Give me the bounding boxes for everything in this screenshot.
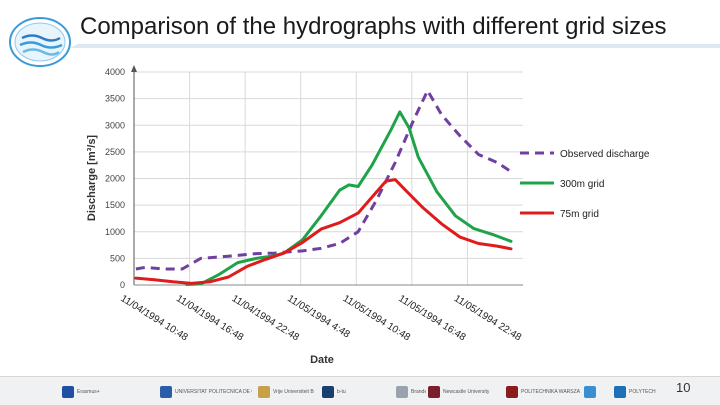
series-line-2	[185, 110, 513, 286]
y-tick-label: 500	[110, 253, 125, 263]
grid-lines	[133, 71, 523, 286]
y-tick-label: 1500	[105, 200, 125, 210]
slide-title: Comparison of the hydrographs with diffe…	[80, 13, 667, 40]
partner-name: POLYTECH	[629, 389, 656, 395]
partner-logo: Erasmus+	[62, 385, 152, 399]
y-axis-arrow	[131, 65, 137, 72]
partner-footer	[0, 376, 720, 405]
partner-logo: POLITECHNIKA WARSZAWSKA	[506, 385, 580, 399]
partner-logo: Newcastle University	[428, 385, 502, 399]
partner-name: UNIVERSITAT POLITÈCNICA DE CATALUNYA	[175, 389, 252, 395]
y-tick-label: 2500	[105, 147, 125, 157]
y-axis-label: Discharge [m³/s]	[86, 135, 98, 222]
partner-emblem-icon	[584, 386, 596, 398]
y-tick-label: 4000	[105, 67, 125, 77]
partner-logo: b-tu	[322, 385, 388, 399]
partner-logo: Vrije Universiteit Brussel	[258, 385, 314, 399]
partner-emblem-icon	[396, 386, 408, 398]
y-tick-label: 2000	[105, 174, 125, 184]
partner-emblem-icon	[160, 386, 172, 398]
partner-name: Vrije Universiteit Brussel	[273, 389, 314, 395]
partner-emblem-icon	[614, 386, 626, 398]
partner-emblem-icon	[506, 386, 518, 398]
series-lines	[134, 89, 513, 286]
legend: Observed discharge 300m grid 75m grid	[520, 149, 650, 220]
partner-name: POLITECHNIKA WARSZAWSKA	[521, 389, 580, 395]
partner-name: b-tu	[337, 389, 346, 395]
legend-label: Observed discharge	[560, 149, 650, 160]
page-number: 10	[676, 380, 691, 395]
y-tick-label: 1000	[105, 227, 125, 237]
partner-logo: Brandenburgische Technische Universität …	[396, 385, 426, 399]
legend-label: 300m grid	[560, 179, 604, 190]
legend-label: 75m grid	[560, 209, 599, 220]
course-logo-icon	[9, 17, 71, 67]
partner-logo: POLYTECH	[614, 385, 670, 399]
y-tick-label: 3000	[105, 120, 125, 130]
y-tick-label: 3500	[105, 94, 125, 104]
partner-logo	[584, 385, 608, 399]
partner-emblem-icon	[62, 386, 74, 398]
title-banner	[70, 44, 720, 48]
series-line-1	[135, 89, 512, 271]
partner-logo: UNIVERSITAT POLITÈCNICA DE CATALUNYA	[160, 385, 252, 399]
partner-name: Brandenburgische Technische Universität …	[411, 389, 426, 395]
partner-name: Newcastle University	[443, 389, 490, 395]
x-axis-label: Date	[310, 354, 334, 366]
series-line-3	[134, 178, 513, 285]
partner-emblem-icon	[428, 386, 440, 398]
partner-name: Erasmus+	[77, 389, 100, 395]
partner-emblem-icon	[258, 386, 270, 398]
y-tick-label: 0	[120, 280, 125, 290]
partner-emblem-icon	[322, 386, 334, 398]
